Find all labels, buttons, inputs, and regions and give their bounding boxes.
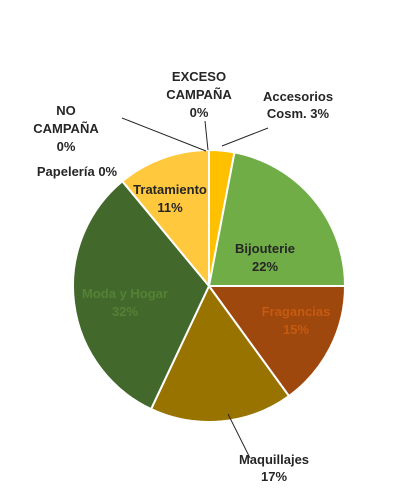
slice-label: Maquillajes 17% (239, 452, 309, 484)
slice-label: Fragancias 15% (262, 304, 331, 337)
slice-label: NO CAMPAÑA 0% (33, 103, 99, 154)
slice-label: Tratamiento 11% (133, 182, 207, 215)
pie-slice-bijouterie (207, 151, 347, 287)
slice-label: Accesorios Cosm. 3% (263, 89, 333, 121)
slice-label: Papelería 0% (37, 164, 118, 179)
leader-line (204, 120, 209, 151)
pie-slice-tratamiento (120, 148, 210, 289)
pie-slice-maquillajes (149, 284, 291, 423)
slice-labels: Accesorios Cosm. 3% Bijouterie 22% Fragancia… (33, 69, 333, 484)
leader-line (221, 127, 269, 147)
pie-slices (72, 148, 347, 423)
slice-label: Moda y Hogar 32% (82, 286, 168, 319)
pie-slice-fragancias (207, 285, 347, 398)
leader-lines (121, 117, 269, 459)
slice-label: Bijouterie 22% (235, 241, 295, 274)
slice-label: EXCESO CAMPAÑA 0% (166, 69, 232, 120)
pie-slice-moda-y-hogar (72, 179, 211, 411)
leader-line (121, 117, 207, 152)
leader-line (227, 413, 251, 459)
